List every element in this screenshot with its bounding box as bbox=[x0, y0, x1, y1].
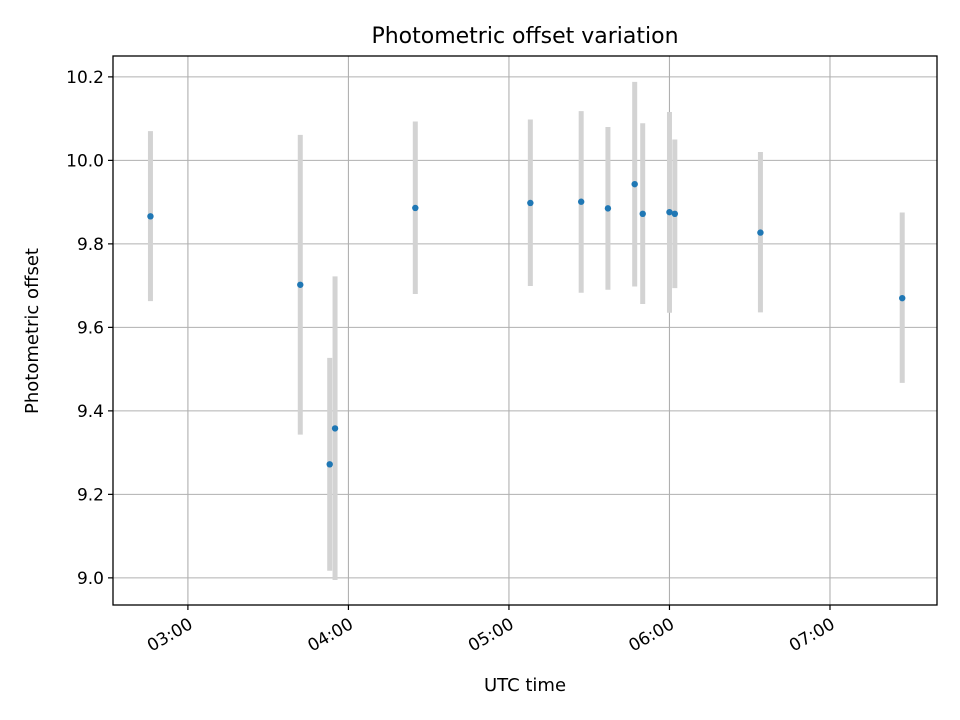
data-point bbox=[666, 208, 673, 216]
x-axis-label: UTC time bbox=[484, 675, 566, 696]
data-point bbox=[297, 281, 304, 288]
data-point bbox=[527, 199, 534, 207]
y-tick-label: 9.0 bbox=[77, 569, 104, 589]
data-point bbox=[147, 213, 154, 220]
x-tick-label: 06:00 bbox=[626, 614, 678, 656]
x-axis: 03:00 04:00 05:00 06:00 07:00 bbox=[144, 605, 838, 656]
y-tick-label: 9.2 bbox=[77, 485, 104, 505]
data-point bbox=[412, 204, 419, 212]
x-tick-label: 07:00 bbox=[786, 614, 838, 656]
y-tick-label: 9.6 bbox=[77, 318, 104, 338]
y-axis-label: Photometric offset bbox=[22, 248, 43, 414]
data-point bbox=[331, 425, 339, 432]
data-point bbox=[899, 294, 906, 302]
y-tick-label: 10.2 bbox=[66, 68, 104, 88]
y-tick-label: 9.8 bbox=[77, 235, 104, 255]
data-point bbox=[577, 198, 585, 205]
data-point bbox=[671, 210, 679, 218]
data-point bbox=[326, 461, 333, 468]
data-point bbox=[639, 210, 646, 218]
data-point bbox=[604, 205, 612, 212]
plot-frame bbox=[112, 55, 938, 606]
data-point bbox=[757, 229, 764, 236]
errorbar-layer bbox=[147, 81, 905, 580]
y-tick-label: 10.0 bbox=[66, 151, 104, 171]
x-tick-label: 05:00 bbox=[465, 614, 517, 656]
y-tick-label: 9.4 bbox=[77, 402, 104, 422]
data-point bbox=[631, 180, 638, 188]
y-axis: 9.0 9.2 9.4 9.6 9.8 10.0 10.2 bbox=[66, 68, 113, 589]
grid-layer bbox=[113, 56, 937, 605]
x-tick-label: 03:00 bbox=[144, 614, 196, 656]
points-layer bbox=[147, 180, 906, 468]
x-tick-label: 04:00 bbox=[304, 614, 356, 656]
chart-title: Photometric offset variation bbox=[371, 24, 678, 49]
